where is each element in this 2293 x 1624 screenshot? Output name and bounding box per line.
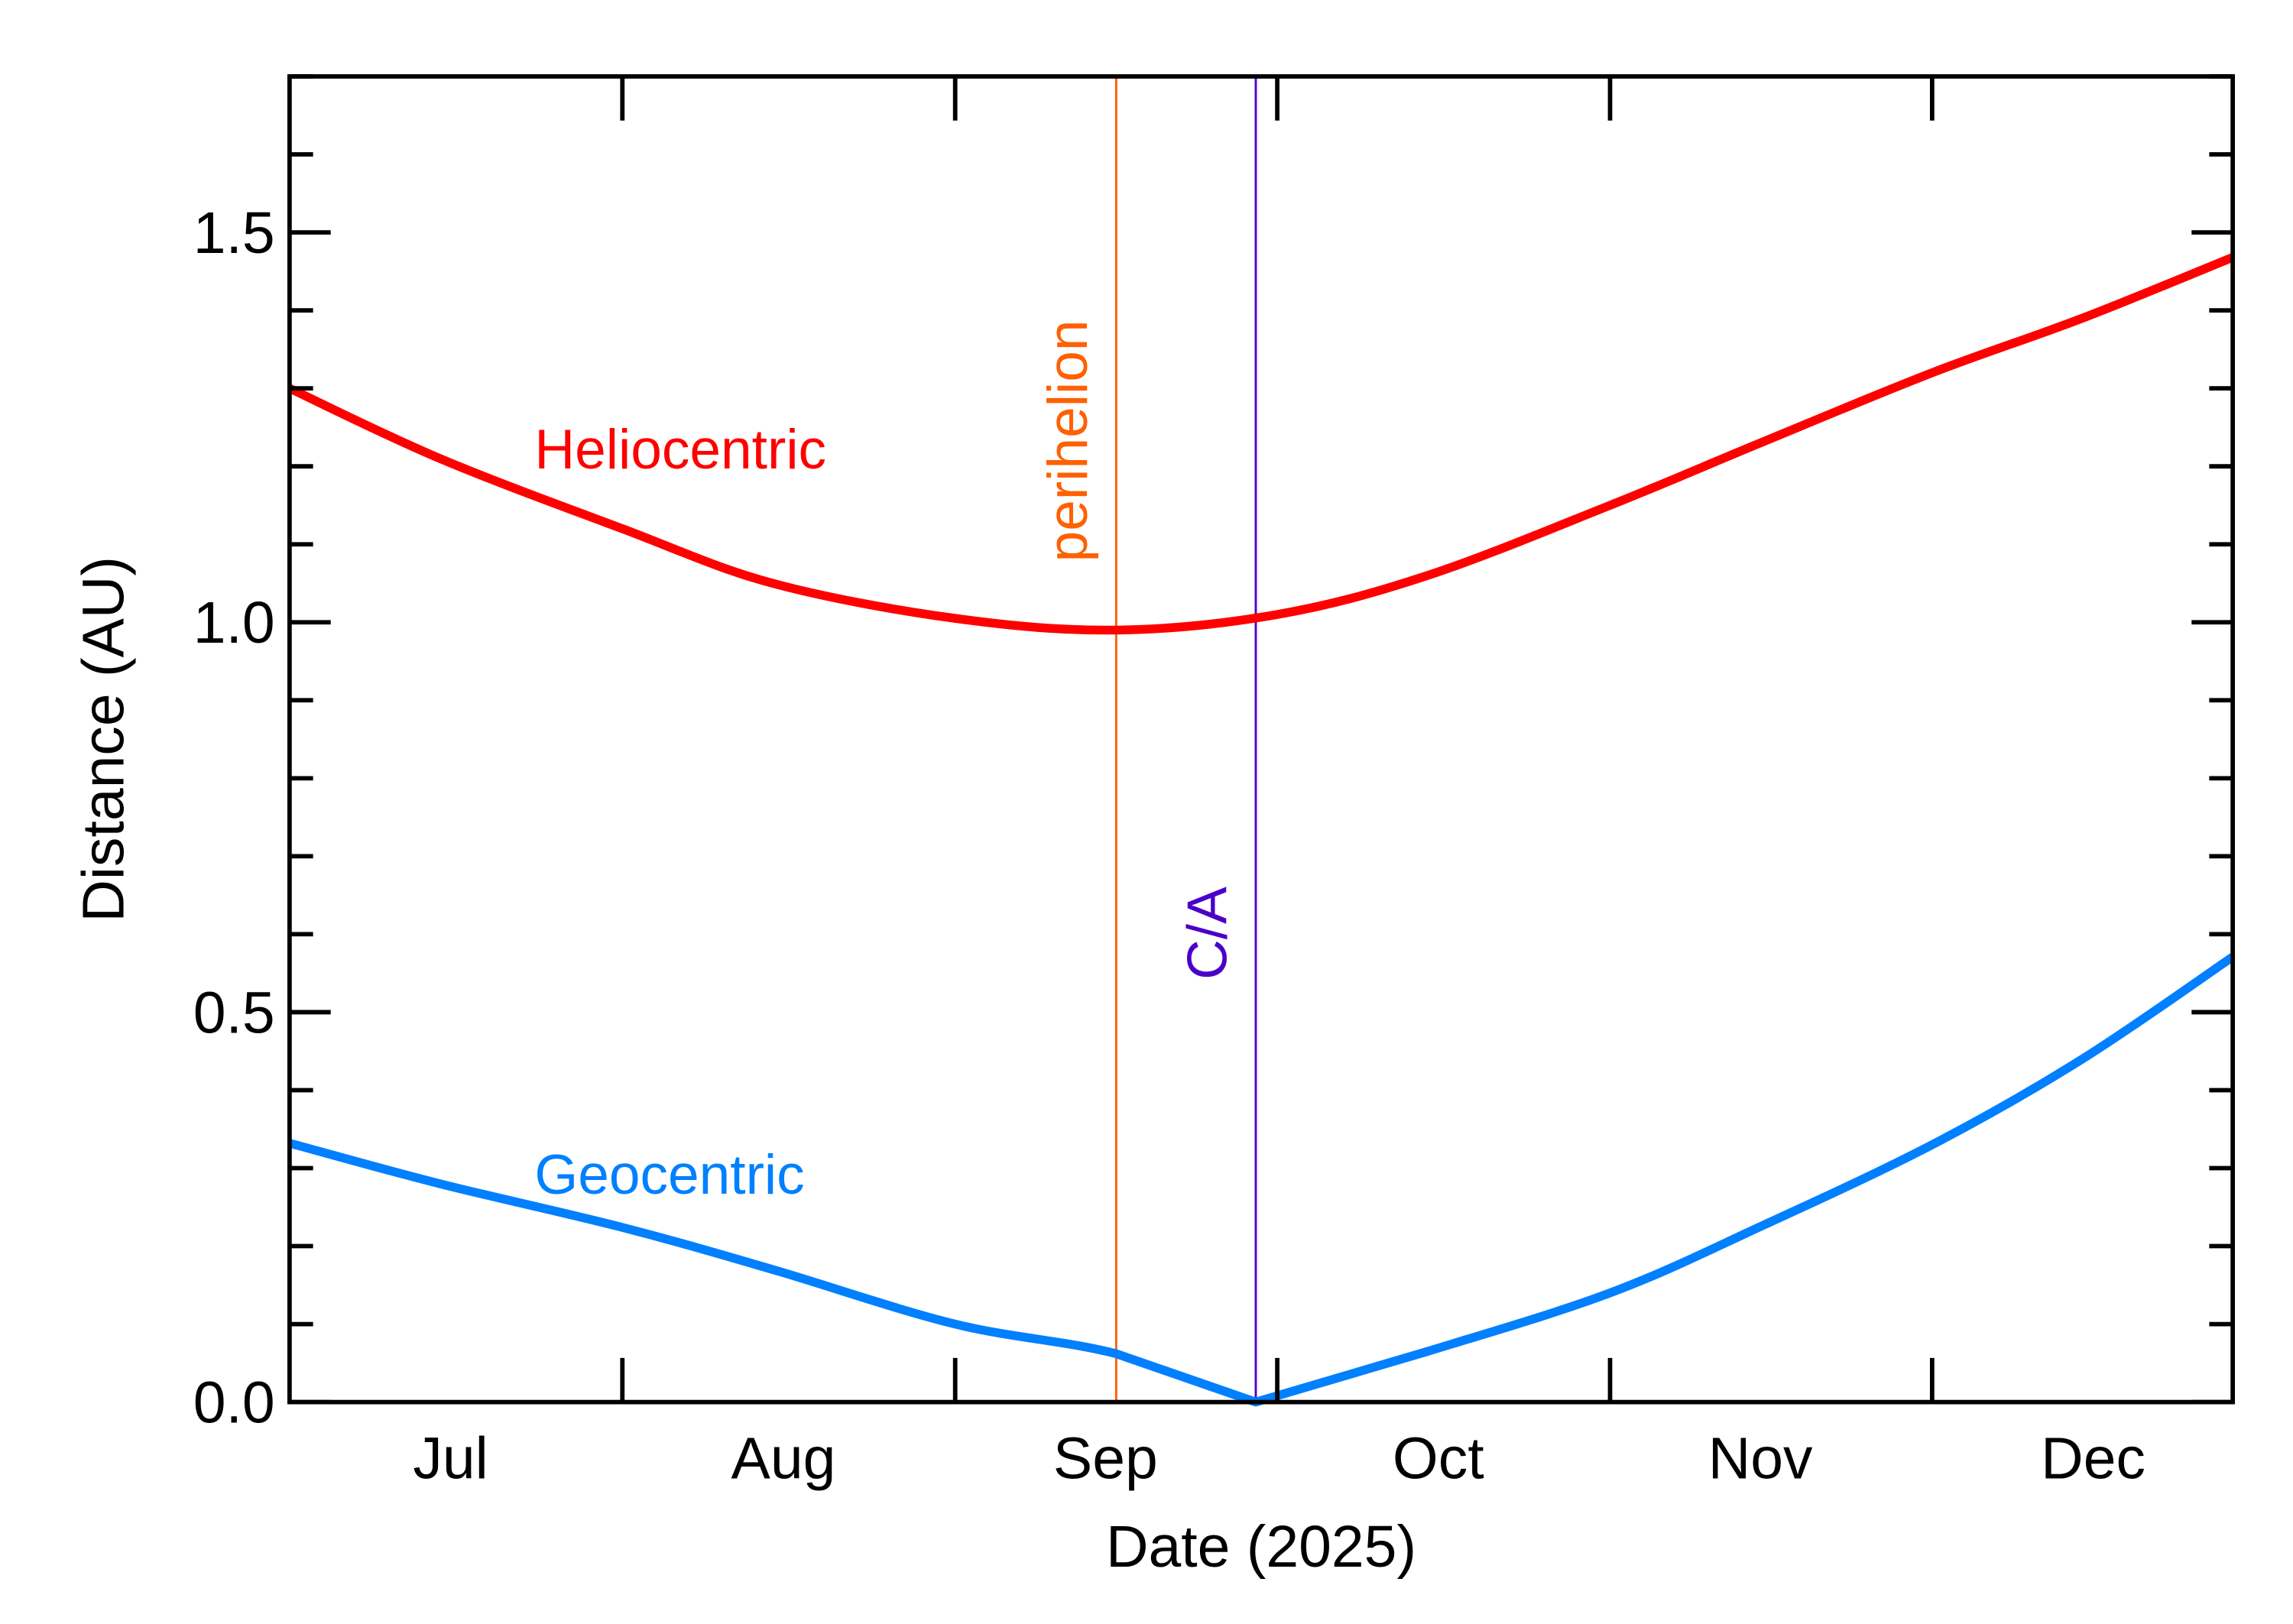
annotation-label: perihelion — [1037, 320, 1099, 562]
x-tick-label: Sep — [1053, 1426, 1158, 1492]
y-tick-label: 1.5 — [193, 200, 275, 266]
x-tick-label: Aug — [731, 1426, 836, 1492]
plot-frame — [287, 74, 2236, 1405]
x-tick-label: Oct — [1393, 1426, 1484, 1492]
x-axis-label: Date (2025) — [1106, 1514, 1416, 1580]
x-tick-label: Jul — [413, 1426, 488, 1492]
x-tick-label: Nov — [1708, 1426, 1813, 1492]
series-label: Geocentric — [534, 1144, 804, 1206]
series-label: Heliocentric — [534, 419, 826, 481]
y-tick-label: 0.0 — [193, 1370, 275, 1436]
series-line-geocentric — [288, 953, 2236, 1407]
y-tick-label: 1.0 — [193, 590, 275, 656]
annotation-label: C/A — [1177, 887, 1239, 980]
x-tick-label: Dec — [2041, 1426, 2145, 1492]
series-line-heliocentric — [287, 253, 2235, 635]
y-tick-label: 0.5 — [193, 980, 275, 1045]
y-axis-label: Distance (AU) — [71, 556, 137, 922]
